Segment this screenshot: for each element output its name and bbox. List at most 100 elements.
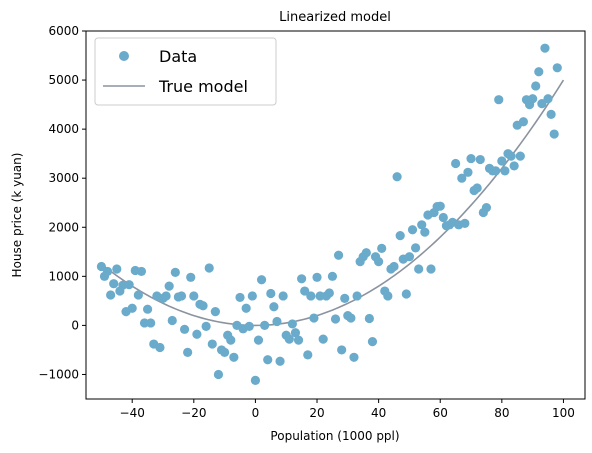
data-point [401,289,411,299]
plot-area [96,43,565,385]
data-point [290,328,301,338]
data-point [515,151,525,161]
legend-box [94,37,277,106]
data-point [253,335,264,345]
data-point [410,243,421,253]
data-point [543,94,553,104]
y-tick-label: 6000 [48,24,79,38]
data-point [374,257,384,267]
data-point [155,342,165,353]
data-point [457,173,467,183]
data-point [112,264,122,274]
y-axis: −1000 0 1000 2000 3000 4000 5000 6000 [38,24,86,381]
x-tick-label: 80 [494,406,509,420]
data-point [269,302,279,312]
data-point [414,264,424,274]
data-point [506,151,516,161]
x-tick-label: 40 [371,406,386,420]
x-tick-label: 0 [252,406,260,420]
data-point [109,279,119,289]
data-point [303,350,313,360]
data-point [540,43,550,53]
data-point [161,291,171,301]
y-axis-label: House price (k yuan) [10,153,24,278]
x-tick-label: 60 [433,406,448,420]
data-point [367,336,378,347]
data-point [463,167,473,177]
data-point [124,280,134,290]
data-point [300,286,310,296]
chart-title: Linearized model [279,10,391,25]
data-point [183,347,193,357]
y-tick-label: −1000 [38,367,79,381]
data-point [266,288,276,299]
data-point [306,291,316,301]
data-point [127,303,137,313]
data-point [481,203,492,213]
x-axis: −40 −20 0 20 40 60 80 100 [120,399,575,420]
data-point [389,261,399,272]
y-tick-label: 4000 [48,122,79,136]
data-point [146,318,156,328]
data-point [297,274,307,284]
data-point [349,352,359,362]
data-point [136,266,147,277]
data-point [340,293,350,304]
data-point [417,220,427,230]
data-point [528,94,538,104]
data-point [466,153,476,164]
x-tick-label: 20 [309,406,324,420]
x-axis-label: Population (1000 ppl) [270,429,399,443]
data-point [102,266,113,277]
data-point [247,291,257,301]
data-point [352,291,362,301]
data-point [192,329,202,339]
data-point [327,271,338,281]
data-point [330,314,341,324]
data-point [404,252,415,262]
data-point [552,63,562,73]
data-point [226,335,236,345]
x-tick-label: −40 [120,406,145,420]
data-point [364,313,374,324]
data-point [407,225,418,235]
data-point [207,339,217,349]
data-point [346,313,356,323]
data-point [176,291,187,301]
data-point [293,335,304,345]
data-point [518,117,529,127]
data-point [287,319,297,329]
data-point [275,356,285,366]
data-point [278,291,288,301]
data-point [475,154,485,165]
data-point [170,267,180,278]
data-point [472,183,482,193]
data-point [312,272,322,282]
data-point [549,129,559,139]
y-tick-label: 2000 [48,220,79,234]
data-point [333,250,344,260]
data-point [256,275,267,285]
data-point [235,292,245,303]
legend-marker-data [119,51,129,61]
data-point [537,99,547,109]
data-point [284,334,294,344]
data-point [201,321,211,331]
data-point [500,166,510,176]
data-point [96,261,106,272]
y-tick-label: 1000 [48,269,79,283]
data-point [438,212,448,223]
y-tick-label: 0 [71,318,79,332]
data-point [250,375,261,385]
data-point [392,172,402,182]
data-point [383,291,393,301]
data-point [164,281,174,291]
data-point [133,290,143,300]
data-point [186,272,196,282]
data-point [220,347,230,357]
y-tick-label: 5000 [48,73,79,87]
data-point [435,201,445,211]
legend-label-true-model: True model [158,77,248,96]
data-point [198,301,208,311]
